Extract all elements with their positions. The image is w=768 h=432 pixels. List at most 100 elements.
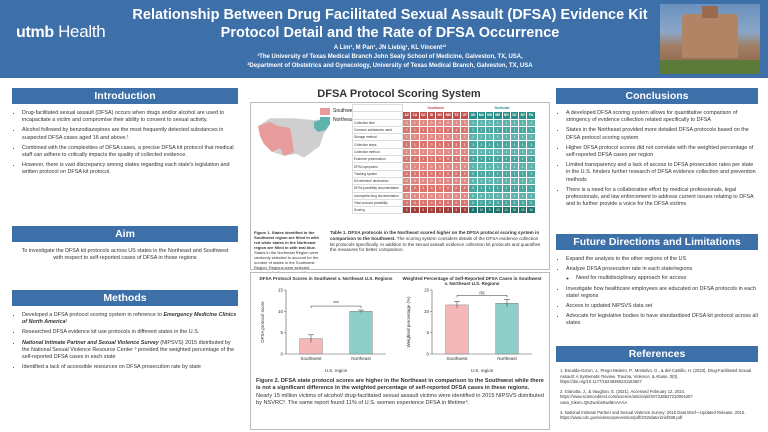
table-row: Collection steps 1 1 1 0 1 1 1 1 1 1 1 1 1 1 1 1 [352,140,536,149]
future-heading: Future Directions and Limitations [556,234,758,250]
score-cell: 1 [435,140,445,149]
score-cell: 1 [501,155,511,164]
score-cell: 1 [468,118,478,127]
score-cell: 1 [526,125,536,135]
score-cell: 2 [443,206,453,215]
score-cell: 0 [493,198,503,208]
table-row: Incomplete drug documentation 0 0 0 0 0 0 0 0 0 0 1… [352,191,536,200]
score-cell: 1 [509,176,520,186]
score-cell: 0 [418,184,428,193]
score-cell: 0 [401,184,412,193]
conclusion-bullet: States in the Northeast provided more de… [566,127,758,141]
intro-heading: Introduction [12,88,238,104]
building-photo [660,4,760,74]
row-label: DFSA symptoms [352,162,403,171]
state-header: AZ [401,111,412,120]
score-cell: 1 [526,147,536,157]
score-cell: 1 [509,162,520,171]
conclusions-heading: Conclusions [556,88,758,104]
row-label: Total protocol possibility [352,198,403,208]
score-cell: 1 [501,198,511,208]
score-cell: 1 [493,176,503,186]
conclusions-section: A developed DFSA scoring system allows f… [556,110,758,211]
row-label: Incomplete drug documentation [352,191,403,200]
score-cell: 1 [509,147,520,157]
score-cell: 1 [484,162,495,171]
map-legend: Southwest Northeast [320,108,356,126]
y-tick-label: 0 [426,352,429,357]
score-cell: 1 [526,191,536,200]
significance-bracket [456,295,508,298]
reference-item: 3. National Intimate Partner and Sexual … [560,409,746,421]
score-cell: 0 [410,169,420,178]
legend-swatch-northeast [320,117,330,124]
state-header: TX [451,111,462,120]
score-cell: 0 [460,184,470,193]
score-cell: 1 [526,155,536,164]
score-cell: 0 [468,198,478,208]
score-cell: 1 [509,133,520,142]
score-cell: 1 [435,133,445,142]
y-axis-label: DFSA protocol score [260,301,265,343]
methods-heading: Methods [12,290,238,306]
score-cell: 1 [484,125,495,135]
score-cell: 1 [484,191,495,200]
legend-southwest: Southwest [320,108,356,115]
score-cell: 0 [401,162,412,171]
y-tick-label: 15 [424,288,430,293]
score-cell: 0 [418,198,428,208]
score-cell: 0 [426,162,437,171]
state-header: NH [501,111,511,120]
score-cell: 1 [518,147,528,157]
score-cell: 1 [418,147,428,157]
score-cell: 1 [418,162,428,171]
table-row: DFSA possibility documentation 0 0 0 0 0 0 0 0 0 1… [352,184,536,193]
score-cell: 1 [410,147,420,157]
score-cell: 1 [493,133,503,142]
y-tick-label: 10 [424,309,430,314]
score-cell: 1 [493,140,503,149]
score-cell: 0 [401,198,412,208]
score-cell: 0 [401,118,412,127]
score-cell: 1 [451,125,462,135]
score-cell: 1 [526,118,536,127]
state-header: NV [435,111,445,120]
center-heading: DFSA Protocol Scoring System [250,86,548,102]
score-cell: 1 [518,176,528,186]
score-cell: 0 [509,198,520,208]
score-cell: 1 [493,125,503,135]
affiliation-2: ²Department of Obstetrics and Gynecology… [247,63,533,69]
score-cell: 1 [410,140,420,149]
table1-caption: Table 1. DFSA protocols in the Northeast… [330,230,541,253]
table-row: Total protocol possibility 0 0 0 0 0 0 0 0 0 1 0 0 1 0… [352,198,536,208]
score-cell: 1 [509,169,520,178]
score-cell: 1 [501,169,511,178]
row-label: DFSA possibility documentation [352,184,403,193]
score-cell: 0 [426,184,437,193]
future-bullet: Advocate for legislative bodies to have … [566,313,758,327]
score-cell: 1 [509,125,520,135]
significance-bracket [310,305,362,309]
score-cell: 0 [468,169,478,178]
score-cell: 1 [501,118,511,127]
legend-swatch-southwest [320,108,330,115]
score-cell: 1 [493,169,503,178]
score-cell: 1 [484,184,495,193]
score-cell: 1 [493,191,503,200]
lawn-shape [660,60,760,74]
score-cell: 0 [426,169,437,178]
score-cell: 1 [484,133,495,142]
score-cell: 10 [526,206,536,215]
state-header: UT [460,111,470,120]
state-header: ME [493,111,503,120]
score-cell: 11 [501,206,511,215]
intro-bullet: However, there is vast discrepancy among… [22,162,238,176]
score-cell: 0 [426,118,437,127]
y-tick-label: 10 [278,309,284,314]
score-cell: 0 [443,125,453,135]
score-cell: 1 [468,125,478,135]
score-cell: 1 [451,147,462,157]
state-header: NY [518,111,528,120]
score-cell: 1 [460,147,470,157]
score-cell: 1 [501,147,511,157]
